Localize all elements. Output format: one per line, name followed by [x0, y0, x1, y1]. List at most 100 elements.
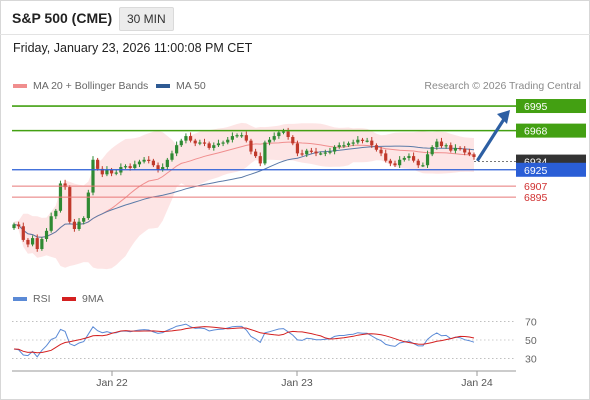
timeframe-button[interactable]: 30 MIN: [119, 7, 174, 31]
research-credit: Research © 2026 Trading Central: [424, 80, 581, 92]
candle-body: [151, 160, 155, 166]
candle-body: [86, 192, 90, 219]
resistance-label: 6968: [524, 126, 548, 138]
candle-body: [72, 221, 77, 229]
candle-body: [291, 136, 295, 144]
forecast-arrow: [476, 110, 510, 162]
candle-body: [161, 167, 165, 170]
support-label: 6895: [524, 192, 548, 204]
candle-body: [374, 145, 379, 150]
candle-body: [165, 159, 169, 168]
candle-body: [12, 224, 16, 229]
candle-body: [91, 159, 95, 193]
rsi-ma-label: 9MA: [82, 293, 104, 305]
candle-body: [40, 239, 44, 250]
candle-body: [249, 140, 253, 152]
legend-rsi-ma: 9MA: [62, 293, 104, 305]
rsi-label: RSI: [33, 293, 51, 305]
candle-body: [128, 166, 132, 168]
candle-body: [147, 159, 151, 161]
legend-rsi: RSI: [13, 293, 51, 305]
candle-body: [142, 159, 146, 162]
candle-body: [286, 131, 290, 137]
candle-body: [398, 159, 402, 166]
candle-body: [323, 152, 327, 154]
candle-body: [30, 238, 35, 245]
candle-body: [277, 132, 281, 137]
candle-body: [254, 151, 258, 157]
candle-body: [244, 135, 248, 141]
candle-body: [407, 156, 411, 158]
support-label: 6907: [524, 181, 548, 193]
ma20-label: MA 20 + Bollinger Bands: [33, 80, 149, 92]
candle-body: [188, 136, 193, 141]
candle-body: [105, 169, 109, 175]
candle-body: [49, 216, 53, 231]
candle-body: [458, 147, 462, 150]
resistance-label: 6995: [524, 101, 548, 113]
candle-body: [295, 143, 300, 154]
candle-body: [416, 160, 420, 166]
candle-body: [17, 224, 21, 227]
rsi-panel: 30 50 70: [12, 317, 537, 365]
candle-body: [472, 154, 476, 158]
candle-body: [258, 156, 262, 164]
ma50-swatch-icon: [156, 84, 170, 88]
candle-body: [21, 226, 25, 240]
candle-body: [388, 160, 392, 164]
candle-body: [411, 156, 416, 161]
candle-body: [421, 165, 425, 167]
moving-averages: [13, 141, 475, 238]
time-axis: Jan 22 Jan 23 Jan 24: [12, 370, 516, 389]
candle-body: [393, 163, 397, 166]
candle-body: [202, 142, 207, 144]
candle-body: [370, 140, 374, 146]
candle-body: [44, 230, 49, 240]
candlesticks: [12, 127, 476, 252]
candle-body: [402, 157, 406, 160]
candle-body: [216, 143, 221, 146]
candle-body: [309, 150, 313, 152]
resistance-tag: [516, 123, 586, 138]
candle-body: [281, 131, 286, 133]
chart-header: S&P 500 (CME) 30 MIN: [0, 0, 590, 35]
candle-body: [240, 135, 244, 137]
candle-body: [100, 168, 104, 175]
candle-body: [221, 142, 225, 144]
candle-body: [300, 153, 304, 155]
rsi-swatch-icon: [13, 297, 27, 301]
candle-body: [351, 142, 355, 144]
candle-body: [267, 139, 272, 143]
candle-body: [54, 210, 58, 217]
candle-body: [342, 145, 346, 147]
candle-body: [68, 187, 72, 222]
candle-body: [425, 154, 430, 166]
candle-body: [230, 136, 234, 140]
rsi-tick-label: 70: [525, 317, 537, 329]
candle-body: [212, 145, 216, 148]
candle-body: [328, 151, 332, 153]
rsi-tick-label: 50: [525, 335, 537, 347]
candle-body: [379, 149, 383, 154]
time-tick-label: Jan 22: [96, 377, 128, 389]
candle-body: [305, 150, 309, 155]
candle-body: [96, 159, 100, 169]
candle-body: [314, 151, 318, 154]
legend-ma50: MA 50: [156, 80, 206, 92]
candle-body: [175, 145, 179, 154]
candle-body: [77, 221, 81, 229]
candle-body: [463, 148, 467, 153]
candle-body: [207, 143, 211, 148]
candle-body: [226, 139, 230, 143]
ma50-line: [13, 145, 475, 238]
candle-body: [444, 145, 448, 147]
candle-body: [156, 165, 160, 170]
rsi-line: [13, 323, 475, 358]
candle-body: [272, 136, 276, 140]
ma50-label: MA 50: [176, 80, 206, 92]
candle-body: [467, 152, 471, 155]
time-tick-label: Jan 24: [461, 377, 493, 389]
pivot-tag: [516, 162, 586, 177]
candle-body: [346, 143, 351, 146]
candle-body: [179, 140, 183, 146]
